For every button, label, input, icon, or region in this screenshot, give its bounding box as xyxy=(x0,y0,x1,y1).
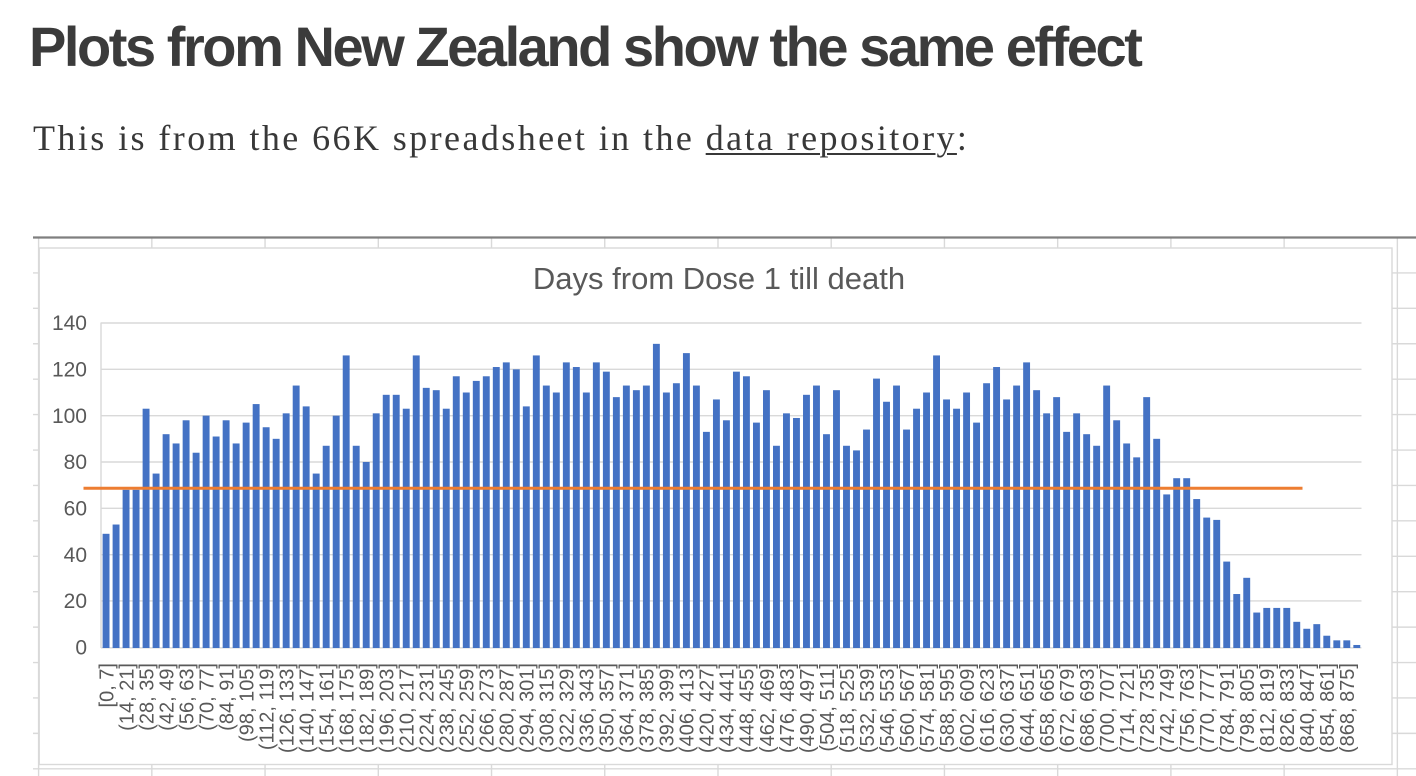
svg-text:(644, 651]: (644, 651] xyxy=(1017,663,1039,753)
svg-text:(700, 707]: (700, 707] xyxy=(1097,663,1119,753)
svg-text:(854, 861]: (854, 861] xyxy=(1317,663,1339,753)
svg-text:(252, 259]: (252, 259] xyxy=(457,663,479,753)
svg-text:(154, 161]: (154, 161] xyxy=(316,663,338,753)
svg-text:(476, 483]: (476, 483] xyxy=(777,663,799,753)
svg-text:(28, 35]: (28, 35] xyxy=(136,663,158,731)
svg-text:(728, 735]: (728, 735] xyxy=(1137,663,1159,753)
svg-text:(812, 819]: (812, 819] xyxy=(1257,663,1279,753)
svg-text:(42, 49]: (42, 49] xyxy=(156,663,178,731)
svg-text:60: 60 xyxy=(64,498,87,521)
svg-text:140: 140 xyxy=(52,312,87,335)
svg-text:(602, 609]: (602, 609] xyxy=(957,663,979,753)
svg-text:(616, 623]: (616, 623] xyxy=(977,663,999,753)
svg-text:20: 20 xyxy=(64,590,87,613)
svg-text:(98, 105]: (98, 105] xyxy=(236,663,258,742)
svg-text:(532, 539]: (532, 539] xyxy=(857,663,879,753)
svg-text:(56, 63]: (56, 63] xyxy=(176,663,198,731)
svg-text:(182, 189]: (182, 189] xyxy=(357,663,379,753)
svg-text:(448, 455]: (448, 455] xyxy=(737,663,759,753)
svg-text:(742, 749]: (742, 749] xyxy=(1157,663,1179,753)
svg-text:100: 100 xyxy=(52,405,87,428)
svg-text:(224, 231]: (224, 231] xyxy=(417,663,439,753)
svg-text:(434, 441]: (434, 441] xyxy=(717,663,739,753)
svg-text:(798, 805]: (798, 805] xyxy=(1237,663,1259,753)
svg-text:(14, 21]: (14, 21] xyxy=(116,663,138,731)
svg-text:(546, 553]: (546, 553] xyxy=(877,663,899,753)
svg-text:(210, 217]: (210, 217] xyxy=(397,663,419,753)
svg-text:(826, 833]: (826, 833] xyxy=(1277,663,1299,753)
svg-text:(504, 511]: (504, 511] xyxy=(817,663,839,752)
svg-text:80: 80 xyxy=(64,451,87,474)
svg-text:Days from Dose 1 till death: Days from Dose 1 till death xyxy=(533,261,905,296)
svg-text:(196, 203]: (196, 203] xyxy=(377,663,399,753)
svg-text:(686, 693]: (686, 693] xyxy=(1077,663,1099,753)
svg-text:(630, 637]: (630, 637] xyxy=(997,663,1019,753)
svg-text:(784, 791]: (784, 791] xyxy=(1217,663,1239,753)
svg-text:120: 120 xyxy=(52,359,87,382)
svg-text:(868, 875]: (868, 875] xyxy=(1337,663,1359,753)
svg-text:(672, 679]: (672, 679] xyxy=(1057,663,1079,753)
svg-text:(308, 315]: (308, 315] xyxy=(537,663,559,753)
svg-text:(420, 427]: (420, 427] xyxy=(697,663,719,753)
svg-text:(280, 287]: (280, 287] xyxy=(497,663,519,753)
svg-text:(392, 399]: (392, 399] xyxy=(657,663,679,753)
svg-text:(756, 763]: (756, 763] xyxy=(1177,663,1199,753)
svg-text:(462, 469]: (462, 469] xyxy=(757,663,779,753)
svg-text:(840, 847]: (840, 847] xyxy=(1297,663,1319,753)
svg-text:(714, 721]: (714, 721] xyxy=(1117,663,1139,753)
svg-text:(168, 175]: (168, 175] xyxy=(336,663,358,753)
svg-text:40: 40 xyxy=(64,544,87,567)
svg-text:(266, 273]: (266, 273] xyxy=(477,663,499,753)
svg-text:(378, 385]: (378, 385] xyxy=(637,663,659,753)
svg-text:(490, 497]: (490, 497] xyxy=(797,663,819,753)
svg-text:(294, 301]: (294, 301] xyxy=(517,663,539,753)
svg-text:(84, 91]: (84, 91] xyxy=(216,663,238,731)
svg-text:(126, 133]: (126, 133] xyxy=(276,663,298,753)
svg-text:(322, 329]: (322, 329] xyxy=(557,663,579,753)
svg-text:(140, 147]: (140, 147] xyxy=(296,663,318,753)
svg-text:(364, 371]: (364, 371] xyxy=(617,663,639,753)
svg-text:(238, 245]: (238, 245] xyxy=(437,663,459,753)
svg-text:(560, 567]: (560, 567] xyxy=(897,663,919,753)
svg-text:(350, 357]: (350, 357] xyxy=(597,663,619,753)
svg-text:(574, 581]: (574, 581] xyxy=(917,663,939,753)
svg-text:0: 0 xyxy=(75,637,87,660)
svg-text:(518, 525]: (518, 525] xyxy=(837,663,859,753)
svg-text:(770, 777]: (770, 777] xyxy=(1197,663,1219,753)
svg-text:[0, 7]: [0, 7] xyxy=(96,663,118,707)
svg-text:(112, 119]: (112, 119] xyxy=(256,663,278,750)
svg-text:(588, 595]: (588, 595] xyxy=(937,663,959,753)
svg-text:(70, 77]: (70, 77] xyxy=(196,663,218,731)
svg-text:(658, 665]: (658, 665] xyxy=(1037,663,1059,753)
svg-text:(336, 343]: (336, 343] xyxy=(577,663,599,753)
svg-text:(406, 413]: (406, 413] xyxy=(677,663,699,753)
